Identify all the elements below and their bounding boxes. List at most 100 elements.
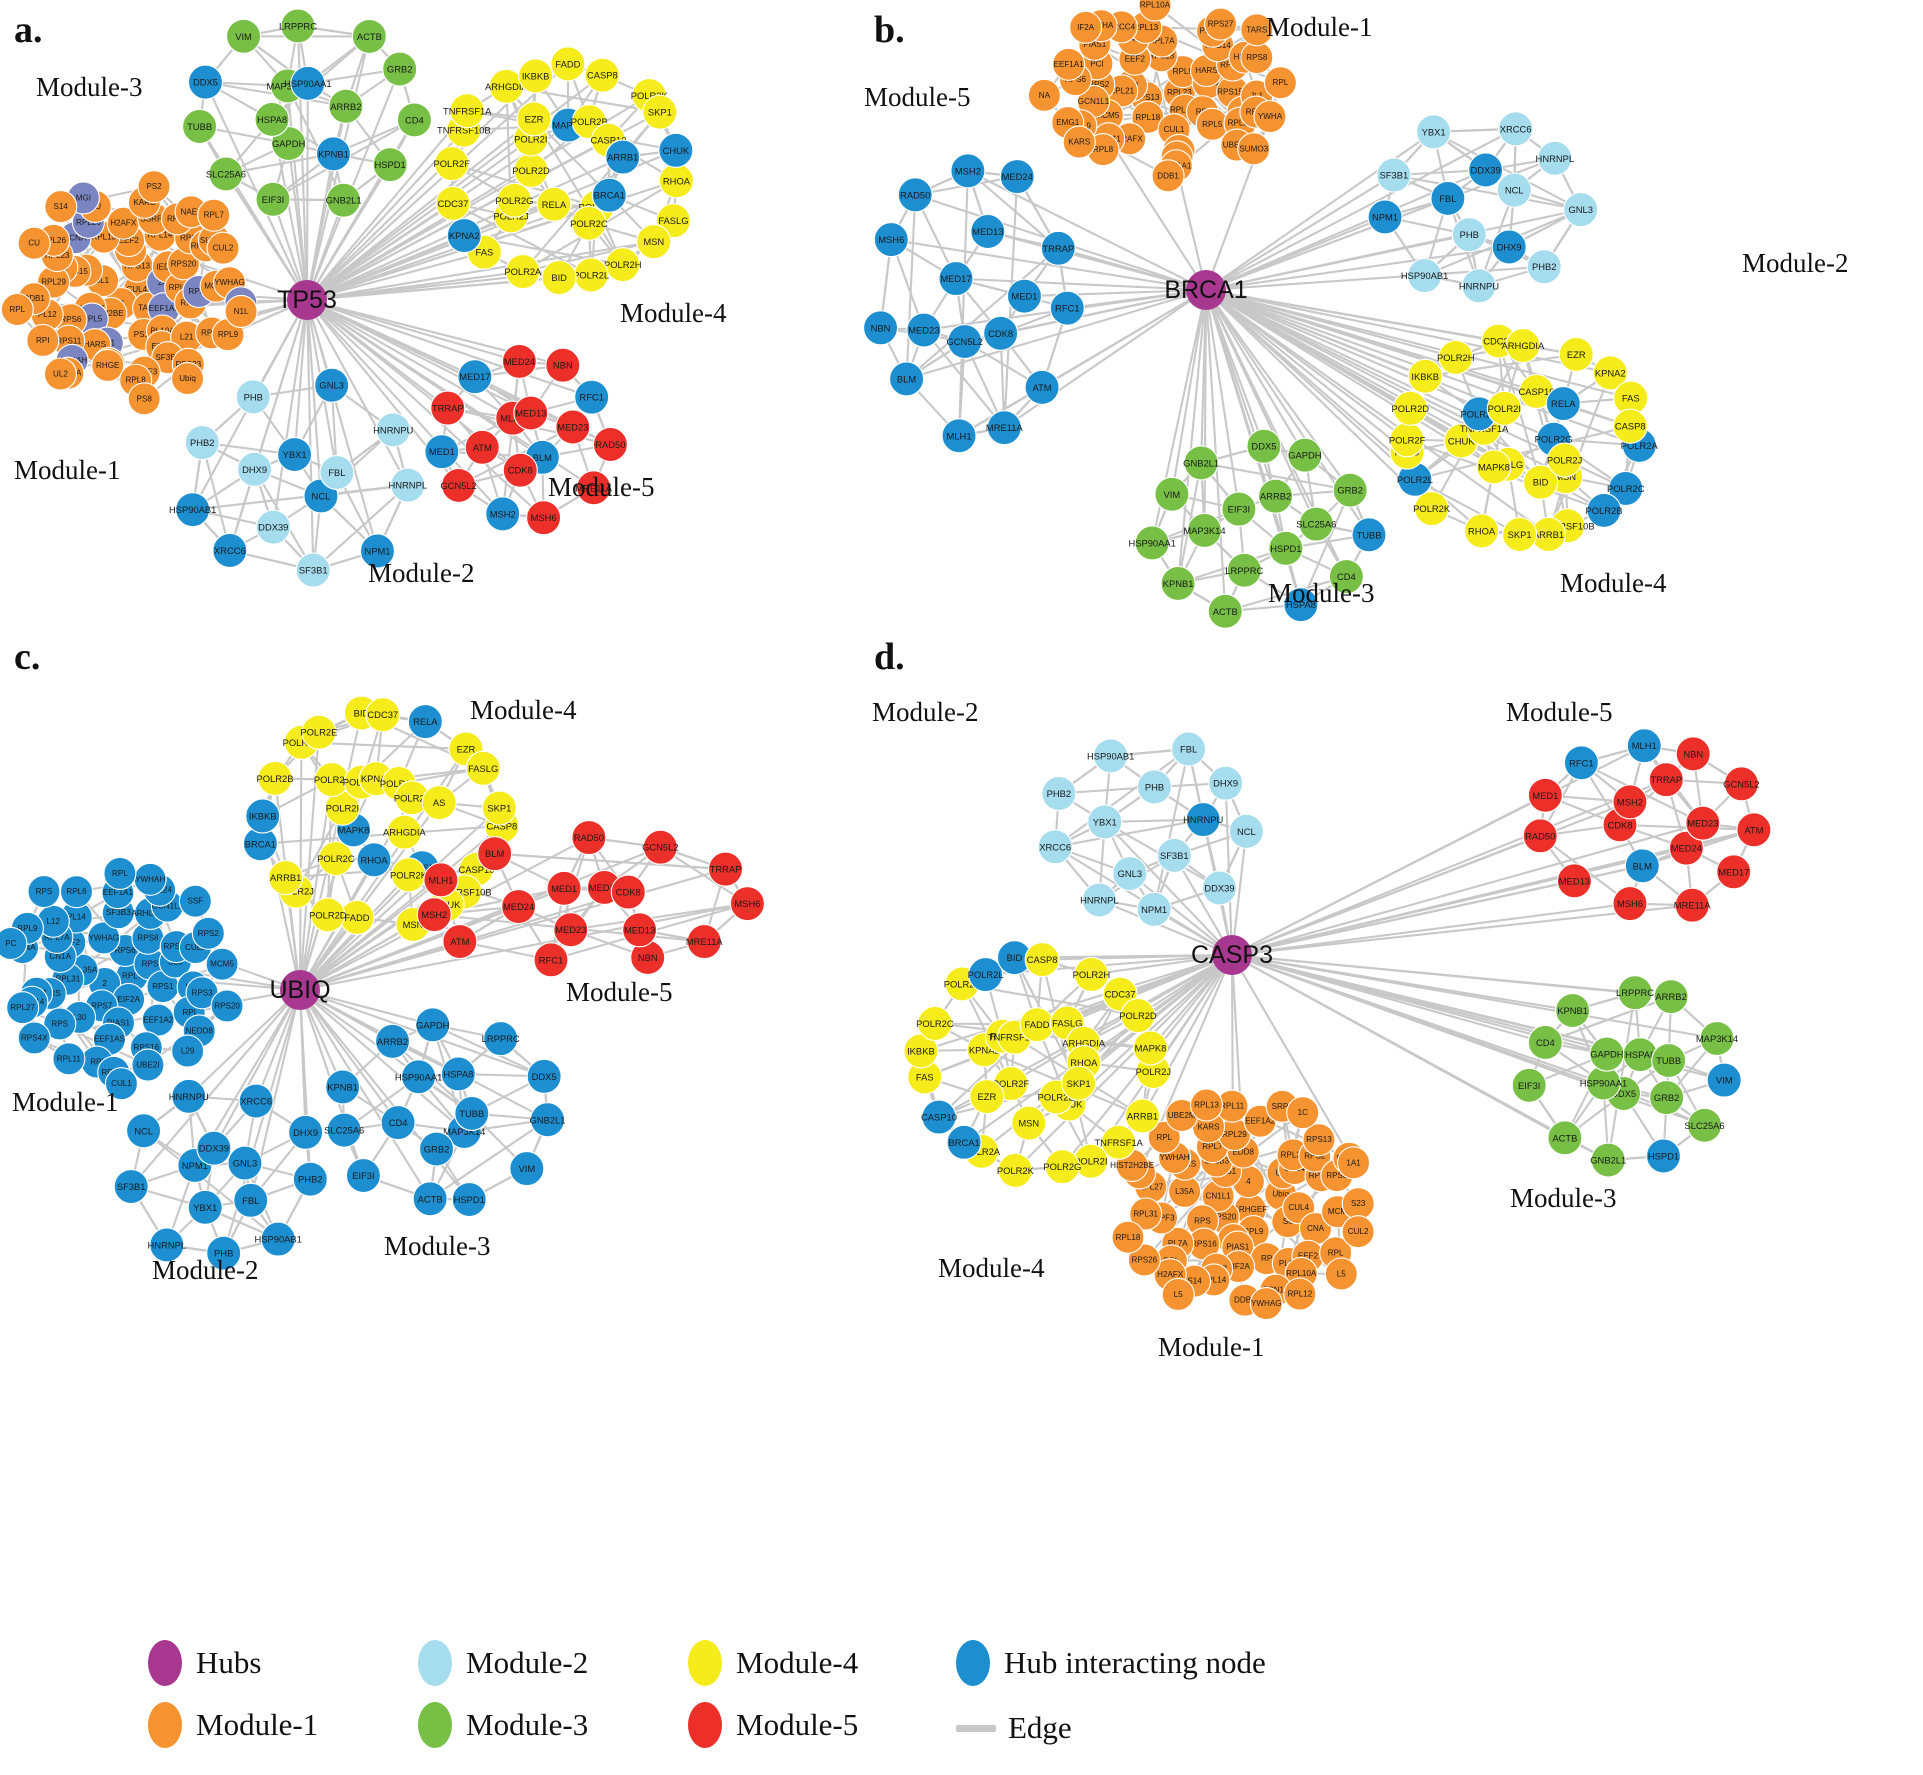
node-circle[interactable] bbox=[1461, 268, 1497, 304]
network-node[interactable]: FADD bbox=[550, 46, 586, 82]
node-circle[interactable] bbox=[1041, 775, 1077, 812]
network-node[interactable]: MED23 bbox=[553, 912, 589, 948]
node-circle[interactable] bbox=[319, 454, 355, 491]
network-node[interactable]: RHOA bbox=[356, 842, 392, 878]
network-node[interactable]: YWHAG bbox=[87, 921, 121, 955]
node-circle[interactable] bbox=[224, 294, 258, 329]
network-node[interactable]: MSH2 bbox=[950, 153, 986, 189]
node-circle[interactable] bbox=[1183, 445, 1219, 481]
node-circle[interactable] bbox=[622, 912, 658, 948]
node-circle[interactable] bbox=[424, 434, 460, 470]
network-node[interactable]: POLR2D bbox=[1392, 390, 1430, 426]
node-circle[interactable] bbox=[897, 177, 933, 213]
node-circle[interactable] bbox=[1617, 975, 1653, 1011]
node-circle[interactable] bbox=[137, 170, 171, 204]
network-node[interactable]: CD4 bbox=[1527, 1024, 1563, 1061]
node-circle[interactable] bbox=[1062, 125, 1096, 159]
network-node[interactable]: DDX39 bbox=[255, 509, 291, 545]
node-circle[interactable] bbox=[1127, 1243, 1161, 1277]
network-node[interactable]: VIM bbox=[1706, 1062, 1742, 1098]
node-circle[interactable] bbox=[1502, 516, 1538, 553]
network-node[interactable]: RPL13 bbox=[1189, 1088, 1224, 1122]
node-circle[interactable] bbox=[227, 1145, 263, 1181]
network-node[interactable]: RPL18 bbox=[1111, 1220, 1145, 1254]
node-circle[interactable] bbox=[0, 292, 34, 327]
network-node[interactable]: PS8 bbox=[127, 382, 161, 416]
node-circle[interactable] bbox=[237, 451, 273, 487]
node-circle[interactable] bbox=[550, 46, 586, 82]
network-node[interactable]: PHB2 bbox=[1526, 249, 1562, 285]
network-node[interactable]: POLR2D bbox=[1119, 998, 1157, 1034]
node-circle[interactable] bbox=[1087, 804, 1123, 840]
network-node[interactable]: DDB1 bbox=[1151, 159, 1185, 193]
network-node[interactable]: HSP90AB1 bbox=[1401, 258, 1448, 294]
node-circle[interactable] bbox=[1626, 728, 1662, 764]
node-circle[interactable] bbox=[1716, 854, 1752, 890]
network-node[interactable]: FADD bbox=[339, 899, 375, 936]
node-circle[interactable] bbox=[947, 323, 983, 360]
network-node[interactable]: L29 bbox=[171, 1034, 205, 1068]
network-node[interactable]: RPS8 bbox=[1240, 41, 1274, 75]
node-circle[interactable] bbox=[1586, 492, 1622, 528]
network-node[interactable]: TRRAP bbox=[430, 390, 466, 426]
node-circle[interactable] bbox=[288, 1114, 324, 1150]
network-node[interactable]: PHB bbox=[1451, 217, 1487, 253]
network-node[interactable]: MSN bbox=[1011, 1105, 1047, 1141]
node-circle[interactable] bbox=[946, 1124, 982, 1160]
network-node[interactable]: EZR bbox=[969, 1079, 1005, 1115]
network-node[interactable]: GNL3 bbox=[314, 367, 350, 403]
node-circle[interactable] bbox=[1287, 437, 1323, 473]
network-node[interactable]: YWHAH bbox=[133, 862, 167, 896]
node-circle[interactable] bbox=[17, 226, 51, 260]
network-node[interactable]: RPL27 bbox=[6, 991, 40, 1025]
node-circle[interactable] bbox=[1240, 13, 1274, 47]
network-node[interactable]: CASP10 bbox=[921, 1099, 957, 1135]
node-circle[interactable] bbox=[610, 874, 646, 910]
node-circle[interactable] bbox=[1298, 506, 1334, 542]
node-circle[interactable] bbox=[345, 1157, 381, 1194]
network-node[interactable]: NPM1 bbox=[1367, 199, 1403, 235]
node-circle[interactable] bbox=[27, 875, 61, 909]
network-node[interactable]: GRB2 bbox=[1332, 472, 1368, 508]
node-circle[interactable] bbox=[171, 1034, 205, 1068]
network-node[interactable]: EIF3I bbox=[1221, 491, 1257, 527]
network-node[interactable]: PC bbox=[0, 926, 28, 961]
network-node[interactable]: S23 bbox=[1341, 1187, 1375, 1221]
node-circle[interactable] bbox=[418, 1131, 455, 1167]
node-circle[interactable] bbox=[1228, 813, 1264, 849]
network-node[interactable]: Ubiq bbox=[170, 361, 205, 396]
network-node[interactable]: HNRNPL bbox=[389, 467, 428, 503]
network-node[interactable]: KPNA2 bbox=[1592, 355, 1628, 391]
node-circle[interactable] bbox=[171, 1078, 207, 1114]
network-node[interactable]: RELA bbox=[407, 704, 443, 740]
network-node[interactable]: TUBB bbox=[454, 1095, 490, 1131]
node-circle[interactable] bbox=[1612, 784, 1648, 820]
network-node[interactable]: HNRNPU bbox=[1459, 268, 1499, 304]
network-node[interactable]: MLH1 bbox=[423, 862, 459, 898]
network-node[interactable]: MED23 bbox=[555, 409, 591, 445]
network-node[interactable]: CDC37 bbox=[435, 185, 471, 221]
network-node[interactable]: POLR2J bbox=[1547, 442, 1582, 478]
node-circle[interactable] bbox=[187, 1189, 223, 1225]
network-node[interactable]: DDX39 bbox=[1468, 152, 1504, 188]
network-node[interactable]: ARRB2 bbox=[1653, 979, 1689, 1015]
network-node[interactable]: RELA bbox=[536, 186, 572, 222]
node-circle[interactable] bbox=[1138, 0, 1172, 22]
node-circle[interactable] bbox=[1171, 731, 1207, 767]
network-node[interactable]: MED23 bbox=[1685, 805, 1721, 841]
network-node[interactable]: NCL bbox=[1228, 813, 1264, 849]
node-circle[interactable] bbox=[1112, 855, 1148, 892]
node-circle[interactable] bbox=[1151, 159, 1185, 193]
node-circle[interactable] bbox=[1649, 1080, 1685, 1116]
network-node[interactable]: SLC25A6 bbox=[1685, 1107, 1725, 1143]
network-node[interactable]: ARHGDIA bbox=[1502, 327, 1545, 364]
network-node[interactable]: UL2 bbox=[43, 357, 78, 391]
network-node[interactable]: DDX5 bbox=[1246, 428, 1282, 464]
network-node[interactable]: FASLG bbox=[465, 750, 501, 786]
node-circle[interactable] bbox=[356, 842, 392, 878]
network-node[interactable]: SSF bbox=[178, 884, 212, 918]
node-circle[interactable] bbox=[1699, 1020, 1735, 1057]
network-node[interactable]: XRCC6 bbox=[212, 532, 248, 569]
node-circle[interactable] bbox=[1563, 192, 1599, 228]
network-node[interactable]: DHX9 bbox=[1208, 765, 1244, 801]
